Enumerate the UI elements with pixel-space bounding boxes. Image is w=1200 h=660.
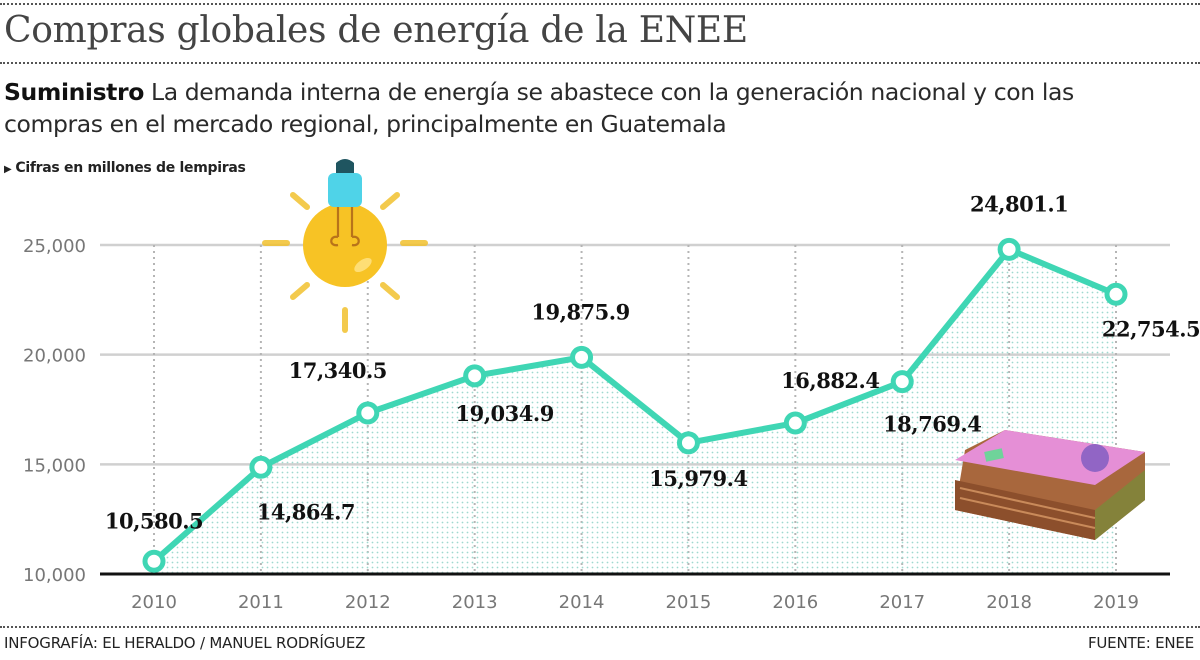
x-tick-label: 2010 <box>131 592 177 613</box>
data-point <box>356 401 380 425</box>
data-point <box>997 237 1021 261</box>
data-label: 24,801.1 <box>970 191 1068 216</box>
data-label: 19,034.9 <box>456 401 554 426</box>
y-tick-label: 25,000 <box>23 236 86 257</box>
x-tick-label: 2018 <box>986 592 1032 613</box>
data-point <box>249 455 273 479</box>
y-tick-label: 15,000 <box>23 455 86 476</box>
x-tick-label: 2013 <box>452 592 498 613</box>
unit-note: ▶ Cifras en millones de lempiras <box>4 160 246 176</box>
x-tick-label: 2016 <box>772 592 818 613</box>
footer-dotted-rule <box>0 626 1200 628</box>
y-tick-label: 10,000 <box>23 565 86 586</box>
x-tick-label: 2012 <box>345 592 391 613</box>
data-point <box>676 431 700 455</box>
line-layer <box>142 237 1128 573</box>
data-label: 22,754.5 <box>1102 316 1200 341</box>
subtitle-lead: Suministro <box>4 78 144 106</box>
data-point <box>570 345 594 369</box>
credit-text: INFOGRAFÍA: EL HERALDO / MANUEL RODRÍGUE… <box>4 634 366 652</box>
data-point <box>783 411 807 435</box>
data-point <box>1104 282 1128 306</box>
chart-title: Compras globales de energía de la ENEE <box>4 10 748 51</box>
data-label: 10,580.5 <box>105 508 203 533</box>
data-label: 19,875.9 <box>531 299 629 324</box>
chart-subtitle: Suministro La demanda interna de energía… <box>4 76 1104 140</box>
x-tick-label: 2019 <box>1093 592 1139 613</box>
data-point <box>463 364 487 388</box>
x-tick-label: 2011 <box>238 592 284 613</box>
area-layer <box>154 249 1116 574</box>
series-line <box>152 246 1118 564</box>
lightbulb-icon <box>262 159 428 333</box>
banknote-stack-icon <box>955 430 1145 540</box>
title-dotted-rule <box>0 62 1200 64</box>
triangle-right-icon: ▶ <box>4 164 12 175</box>
x-tick-label: 2017 <box>879 592 925 613</box>
unit-note-text: Cifras en millones de lempiras <box>15 160 246 176</box>
data-label: 16,882.4 <box>781 368 879 393</box>
source-text: FUENTE: ENEE <box>1087 634 1194 652</box>
data-label: 18,769.4 <box>883 412 981 437</box>
data-point <box>142 549 166 573</box>
data-point <box>890 370 914 394</box>
label-layer: 10,580.5 14,864.7 17,340.5 19,034.9 19,875.9… <box>105 191 1200 533</box>
y-tick-label: 20,000 <box>23 346 86 367</box>
x-tick-label: 2014 <box>559 592 605 613</box>
data-label: 15,979.4 <box>649 466 747 491</box>
x-tick-label: 2015 <box>666 592 712 613</box>
subtitle-text: La demanda interna de energía se abastec… <box>4 78 1074 138</box>
axis-layer: 10,000 15,000 20,000 25,000 2010 2011 2012 2013… <box>23 236 1170 613</box>
top-dotted-rule <box>0 3 1200 5</box>
data-label: 14,864.7 <box>257 499 355 524</box>
area-fill <box>154 249 1116 574</box>
data-label: 17,340.5 <box>289 358 387 383</box>
